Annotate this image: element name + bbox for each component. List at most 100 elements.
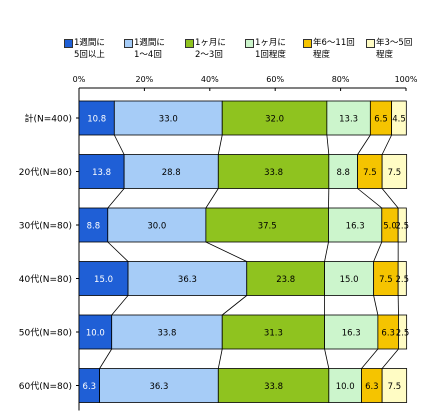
category-label: 30代(N=80) <box>19 221 72 232</box>
x-tick-label: 60% <box>266 75 284 84</box>
bar-segment <box>328 368 362 403</box>
data-label: 8.8 <box>87 222 101 232</box>
connector-line <box>205 241 247 262</box>
bar-segment <box>127 261 248 296</box>
category-label: 60代(N=80) <box>19 381 72 392</box>
data-label: 6.3 <box>365 382 379 392</box>
bar-segment <box>221 314 325 350</box>
connector-line <box>107 241 129 262</box>
category-label: 50代(N=80) <box>19 328 72 339</box>
legend-label-0: 1週間に 5回以上 <box>74 37 105 61</box>
data-label: 7.5 <box>379 275 393 285</box>
data-label: 2.5 <box>395 222 409 232</box>
connector-line <box>357 188 383 209</box>
bar-segment <box>326 100 371 136</box>
bar-segment <box>221 100 328 136</box>
legend-label-2: 1ヶ月に 2～3回 <box>195 37 226 61</box>
bar-segment <box>397 261 407 296</box>
data-label: 23.8 <box>276 275 295 285</box>
connector-line <box>357 134 371 155</box>
bar-segment <box>328 154 359 189</box>
connector-line <box>381 188 399 209</box>
bar-segment <box>99 368 219 403</box>
connector-line <box>107 188 125 209</box>
legend-swatch-4 <box>303 39 312 48</box>
connector-line <box>373 241 383 262</box>
data-label: 10.0 <box>336 382 355 392</box>
legend-label-3-line1: 1ヶ月に <box>255 38 286 48</box>
data-label: 31.3 <box>264 329 283 339</box>
category-label: 20代(N=80) <box>19 167 72 178</box>
legend-swatch-0 <box>64 39 73 48</box>
connector-line <box>113 134 125 155</box>
x-tick-label: 100% <box>395 75 418 84</box>
legend-label-2-line1: 1ヶ月に <box>195 38 226 48</box>
data-label: 30.0 <box>147 222 166 232</box>
x-tick-label: 80% <box>332 75 350 84</box>
connector-line <box>324 348 330 369</box>
x-tick-label: 20% <box>136 75 154 84</box>
data-label: 13.3 <box>339 115 358 125</box>
legend-label-5: 年3～5回 程度 <box>376 37 412 61</box>
legend-swatch-1 <box>124 39 133 48</box>
data-label: 4.5 <box>392 115 406 125</box>
data-label: 7.5 <box>388 168 402 178</box>
connector-line <box>205 188 219 209</box>
bar-segment <box>78 314 113 350</box>
data-label: 33.8 <box>264 382 283 392</box>
legend-swatch-5 <box>366 39 375 48</box>
bar-segment <box>113 100 223 136</box>
data-label: 2.5 <box>395 275 409 285</box>
x-tick-label: 40% <box>201 75 219 84</box>
bar-segment <box>398 314 408 350</box>
legend-swatch-2 <box>185 39 194 48</box>
connector-line <box>217 348 223 369</box>
legend-label-1-line2: 1～4回 <box>134 50 162 60</box>
bar-segment <box>78 207 109 243</box>
legend-label-4-line1: 年6～11回 <box>313 38 355 48</box>
legend-label-5-line1: 年3～5回 <box>376 38 413 48</box>
data-label: 13.8 <box>92 168 111 178</box>
legend-label-3-line2: 1回程度 <box>255 50 286 60</box>
data-label: 16.3 <box>342 329 361 339</box>
legend-label-1: 1週間に 1～4回 <box>134 37 165 61</box>
bar-segment <box>123 154 219 189</box>
data-label: 6.3 <box>83 382 97 392</box>
data-label: 33.0 <box>159 115 178 125</box>
data-label: 15.0 <box>94 275 113 285</box>
x-tick-label: 0% <box>73 75 86 84</box>
legend-label-0-line1: 1週間に <box>74 38 105 48</box>
data-label: 2.5 <box>396 329 410 339</box>
bar-segment <box>217 368 330 403</box>
legend-label-4-line2: 程度 <box>313 50 331 60</box>
bar-segment <box>373 261 399 296</box>
connector-line <box>221 295 247 316</box>
data-label: 10.8 <box>87 115 106 125</box>
bar-segment <box>324 261 375 296</box>
category-label: 40代(N=80) <box>19 274 72 285</box>
bar-segment <box>111 314 223 350</box>
connector-line <box>373 295 379 316</box>
bar-segment <box>381 154 408 189</box>
bar-segment <box>78 154 125 189</box>
legend-label-5-line2: 程度 <box>376 50 394 60</box>
data-label: 8.8 <box>336 168 350 178</box>
legend-swatch-3 <box>245 39 254 48</box>
connector-line <box>217 134 223 155</box>
legend-label-4: 年6～11回 程度 <box>313 37 355 61</box>
connector-line <box>381 134 392 155</box>
data-label: 28.8 <box>162 168 181 178</box>
data-label: 36.3 <box>178 275 197 285</box>
bar-segment <box>397 207 407 243</box>
legend-label-1-line1: 1週間に <box>134 38 165 48</box>
bar-segment <box>381 368 408 403</box>
data-label: 15.0 <box>340 275 359 285</box>
data-label: 32.0 <box>265 115 284 125</box>
connector-line <box>381 348 399 369</box>
data-label: 33.8 <box>157 329 176 339</box>
category-label: 計(N=400) <box>25 113 72 125</box>
connector-line <box>99 348 113 369</box>
data-label: 33.8 <box>264 168 283 178</box>
connector-line <box>326 134 330 155</box>
